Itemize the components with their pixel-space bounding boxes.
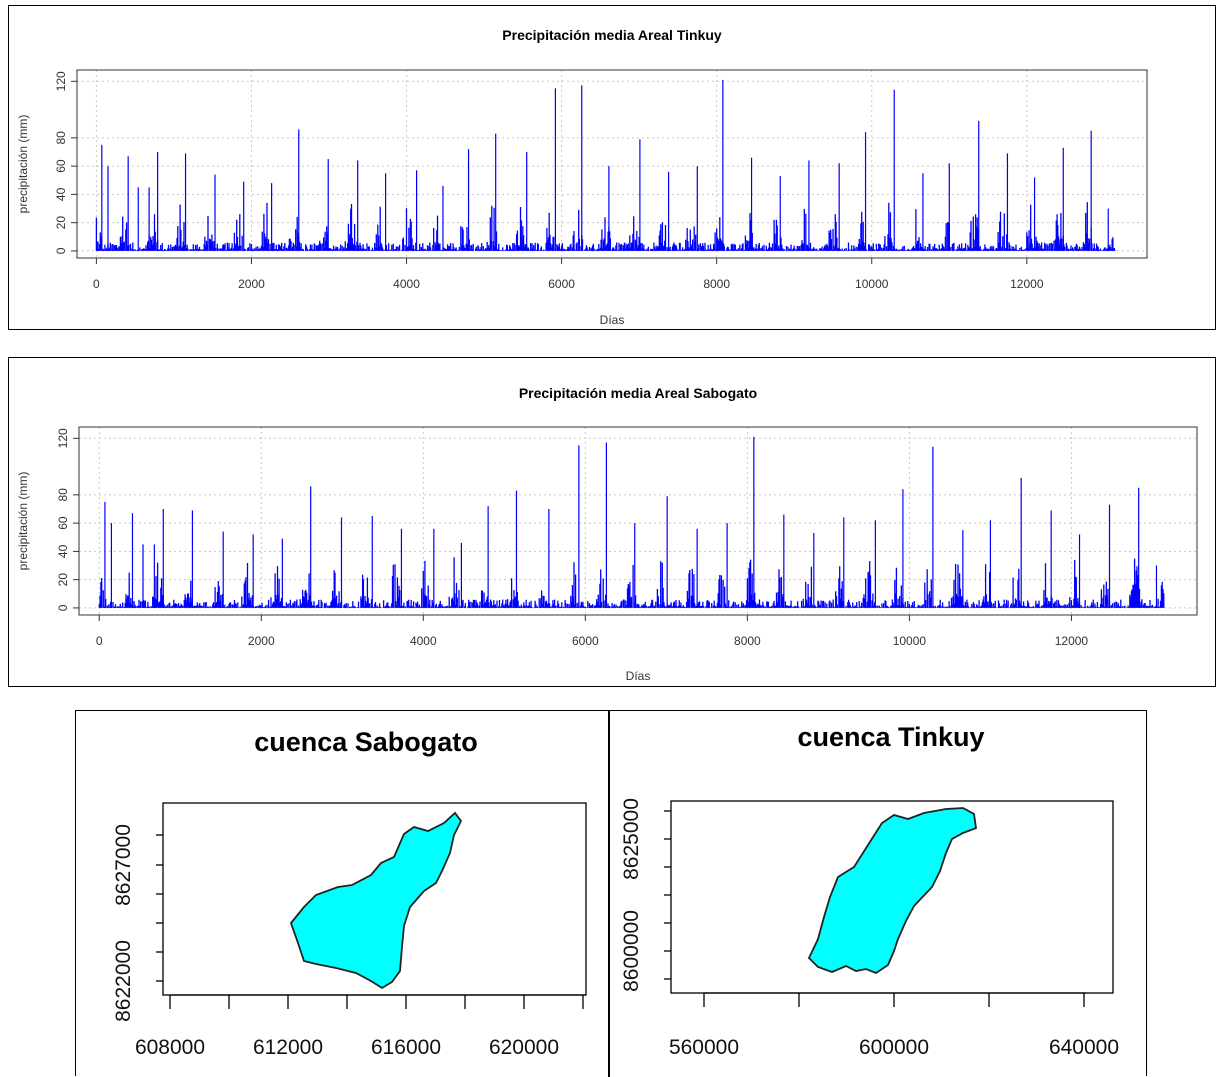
basin-maps-panel: cuenca Sabogato 8627000 8622000 608000 6… [75, 710, 1147, 1077]
tinkuy-xtick-2: 640000 [1049, 1036, 1119, 1059]
chart0-xtick-label-1: 2000 [238, 277, 265, 291]
chart1-ytick-label-2: 40 [56, 544, 70, 558]
tinkuy-timeseries-panel: Precipitación media Areal Tinkuy 0 2000 400… [8, 5, 1216, 330]
chart1-xlabel: Días [626, 669, 651, 683]
chart0-ytick-label-1: 20 [54, 216, 68, 230]
chart0-xlabel: Días [600, 313, 625, 327]
chart0-title: Precipitación media Areal Tinkuy [502, 27, 722, 43]
sabogato-ytick-lower: 8622000 [112, 940, 135, 1022]
chart0-ytick-label-5: 120 [54, 71, 68, 91]
chart0-ytick-label-2: 40 [54, 187, 68, 201]
chart0-xtick-label-0: 0 [93, 277, 100, 291]
tinkuy-xtick-1: 600000 [859, 1036, 929, 1059]
sabogato-timeseries-chart: Precipitación media Areal Sabogato 0 2000 4… [16, 385, 1198, 683]
tinkuy-xtick-0: 560000 [669, 1036, 739, 1059]
chart1-ytick-label-0: 0 [56, 604, 70, 611]
tinkuy-ytick-upper: 8625000 [620, 798, 643, 880]
sabogato-ytick-upper: 8627000 [112, 824, 135, 906]
sabogato-xtick-3: 620000 [489, 1036, 559, 1059]
map-divider [608, 711, 610, 1077]
chart1-ylabel: precipitación (mm) [16, 472, 30, 571]
chart0-xtick-label-4: 8000 [703, 277, 730, 291]
chart0-xtick-label-6: 12000 [1010, 277, 1044, 291]
chart1-xtick-label-1: 2000 [248, 634, 275, 648]
chart1-grid [79, 427, 1197, 615]
chart0-xtick-label-5: 10000 [855, 277, 889, 291]
chart1-xtick-label-0: 0 [96, 634, 103, 648]
chart0-ytick-label-4: 80 [54, 131, 68, 145]
chart0-ytick-label-0: 0 [54, 247, 68, 254]
chart1-xtick-label-3: 6000 [572, 634, 599, 648]
basin-maps-svg: cuenca Sabogato 8627000 8622000 608000 6… [112, 722, 1119, 1059]
chart1-ytick-label-1: 20 [56, 573, 70, 587]
sabogato-xtick-2: 616000 [371, 1036, 441, 1059]
chart0-y-axis: 0 20 40 60 80 120 [54, 71, 77, 254]
chart0-xtick-label-2: 4000 [393, 277, 420, 291]
chart0-x-axis: 0 2000 4000 6000 8000 10000 12000 [93, 258, 1044, 291]
sabogato-timeseries-panel: Precipitación media Areal Sabogato 0 2000 4… [8, 357, 1216, 687]
chart0-ytick-label-3: 60 [54, 159, 68, 173]
chart1-x-axis: 0 2000 4000 6000 8000 10000 12000 [96, 615, 1089, 648]
tinkuy-map-title: cuenca Tinkuy [797, 722, 984, 752]
chart1-ytick-label-3: 60 [56, 516, 70, 530]
chart0-xtick-label-3: 6000 [548, 277, 575, 291]
chart1-xtick-label-4: 8000 [734, 634, 761, 648]
chart1-bars [98, 436, 1165, 608]
chart0-bars [95, 79, 1116, 251]
sabogato-xtick-1: 612000 [253, 1036, 323, 1059]
chart0-ylabel: precipitación (mm) [16, 115, 30, 214]
chart1-frame [78, 426, 1198, 616]
chart1-title: Precipitación media Areal Sabogato [519, 385, 757, 401]
chart1-xtick-label-2: 4000 [410, 634, 437, 648]
chart1-xtick-label-6: 12000 [1055, 634, 1089, 648]
chart1-ytick-label-5: 120 [56, 428, 70, 448]
chart0-daily-bars [95, 202, 1116, 251]
chart1-ytick-label-4: 80 [56, 488, 70, 502]
tinkuy-map: cuenca Tinkuy 8625000 8600000 560000 600… [620, 722, 1119, 1059]
chart0-grid [77, 70, 1147, 258]
sabogato-map: cuenca Sabogato 8627000 8622000 608000 6… [112, 727, 587, 1059]
sabogato-map-title: cuenca Sabogato [254, 727, 478, 757]
tinkuy-basin-shape [807, 807, 977, 975]
chart0-frame [76, 69, 1148, 259]
sabogato-xtick-0: 608000 [135, 1036, 205, 1059]
chart1-daily-bars [98, 557, 1165, 608]
chart1-xtick-label-5: 10000 [893, 634, 927, 648]
tinkuy-ytick-lower: 8600000 [620, 910, 643, 992]
chart1-y-axis: 0 20 40 60 80 120 [56, 428, 79, 611]
sabogato-basin-shape [289, 811, 463, 990]
